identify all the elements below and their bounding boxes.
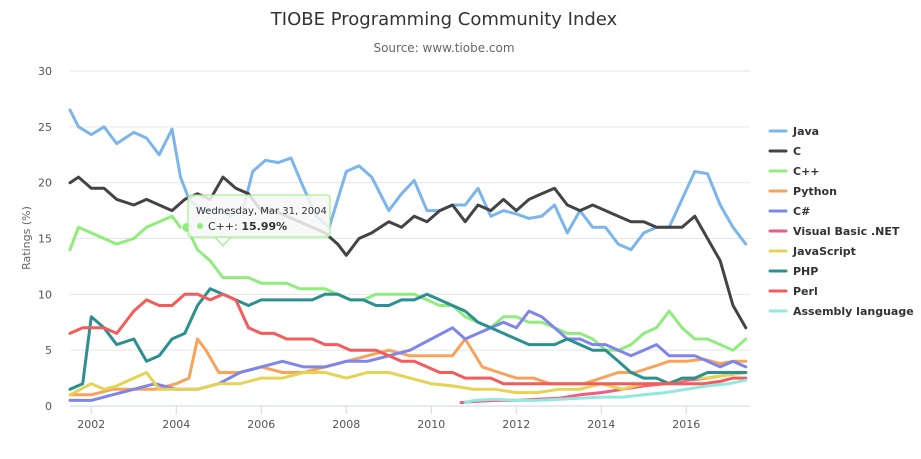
axes: 0 5 10 15 20 25 30 2002 2004 2006 2008 2010 2012 2014… <box>38 65 700 431</box>
legend-item[interactable]: Assembly language <box>768 305 914 318</box>
x-tick-label: 2002 <box>77 418 105 431</box>
legend-label: C <box>793 145 801 158</box>
y-tick-label: 10 <box>38 288 52 301</box>
legend-item[interactable]: C++ <box>768 165 820 178</box>
legend-label: PHP <box>793 265 818 278</box>
legend-item[interactable]: Visual Basic .NET <box>768 225 900 238</box>
legend-label: Python <box>793 185 837 198</box>
legend-label: JavaScript <box>792 245 856 258</box>
legend-item[interactable]: C# <box>768 205 810 218</box>
x-tick-label: 2004 <box>162 418 190 431</box>
legend-label: Visual Basic .NET <box>793 225 900 238</box>
legend-label: Perl <box>793 285 818 298</box>
x-tick-label: 2006 <box>247 418 275 431</box>
y-tick-label: 30 <box>38 65 52 78</box>
legend-item[interactable]: PHP <box>768 265 818 278</box>
series-line-python[interactable] <box>68 337 748 397</box>
x-tick-label: 2014 <box>587 418 615 431</box>
y-tick-label: 25 <box>38 121 52 134</box>
legend-item[interactable]: Java <box>768 125 819 138</box>
legend-label: C++ <box>793 165 820 178</box>
legend-label: Java <box>792 125 819 138</box>
tooltip: Wednesday, Mar 31, 2004 C++: 15.99% <box>187 194 331 247</box>
chart-subtitle: Source: www.tiobe.com <box>373 41 514 55</box>
y-tick-label: 20 <box>38 177 52 190</box>
y-tick-label: 5 <box>45 344 52 357</box>
legend: Java C C++ Python C# Visual Basic .NET JavaScr… <box>768 125 914 318</box>
series-line-javascript[interactable] <box>68 371 748 397</box>
legend-label: C# <box>793 205 810 218</box>
y-tick-label: 15 <box>38 233 52 246</box>
tooltip-colon: : <box>234 220 241 233</box>
series-line-perl[interactable] <box>68 292 748 386</box>
series-line-c[interactable] <box>68 214 748 352</box>
series-line-assembly-language[interactable] <box>463 378 748 405</box>
tooltip-value-line: C++: 15.99% <box>208 220 287 233</box>
x-tick-label: 2016 <box>672 418 700 431</box>
legend-item[interactable]: Python <box>768 185 837 198</box>
tooltip-date: Wednesday, Mar 31, 2004 <box>196 206 327 217</box>
x-tick-label: 2012 <box>502 418 530 431</box>
legend-item[interactable]: C <box>768 145 801 158</box>
tooltip-box <box>187 194 331 238</box>
x-tick-label: 2010 <box>417 418 445 431</box>
tooltip-arrow <box>213 236 233 247</box>
legend-label: Assembly language <box>793 305 914 318</box>
chart-title: TIOBE Programming Community Index <box>270 9 618 30</box>
y-tick-label: 0 <box>45 400 52 413</box>
series-lines <box>68 108 748 405</box>
series-line-php[interactable] <box>68 287 748 391</box>
tooltip-series-name: C++ <box>208 220 234 233</box>
x-tick-label: 2008 <box>332 418 360 431</box>
tooltip-series-dot <box>197 223 203 229</box>
series-line-c[interactable] <box>68 175 748 330</box>
tooltip-value: 15.99% <box>241 220 287 233</box>
legend-item[interactable]: Perl <box>768 285 818 298</box>
y-axis-title: Ratings (%) <box>20 206 33 270</box>
legend-item[interactable]: JavaScript <box>768 245 856 258</box>
series-line-java[interactable] <box>68 108 748 252</box>
